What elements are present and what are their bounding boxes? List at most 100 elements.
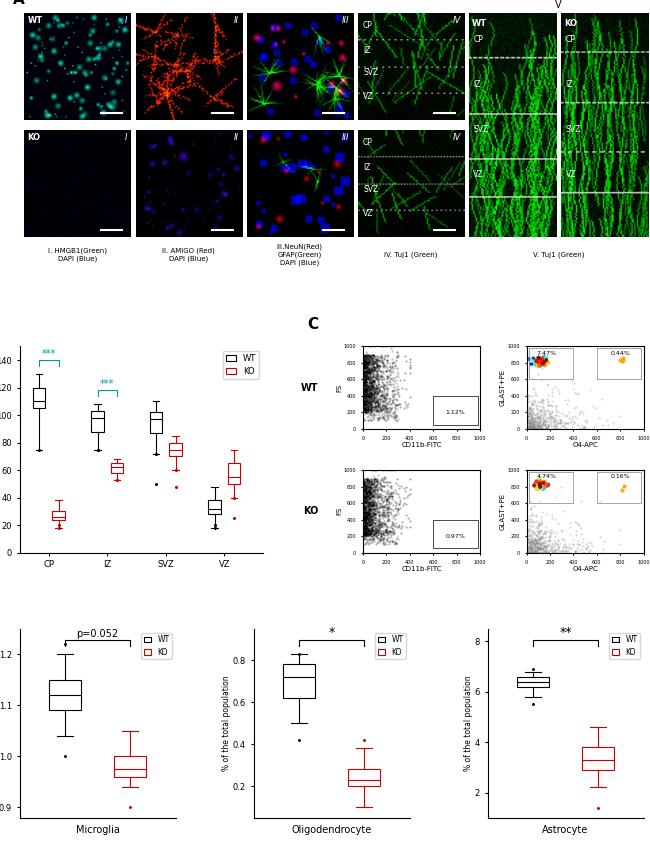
- Point: [396, 515, 407, 529]
- Point: [534, 541, 544, 555]
- Point: [359, 477, 369, 491]
- Point: [382, 475, 393, 489]
- Point: [365, 400, 375, 414]
- Point: [531, 478, 541, 491]
- Point: [361, 398, 371, 411]
- Point: [358, 408, 369, 422]
- Point: [360, 378, 370, 391]
- Point: [359, 373, 370, 386]
- Point: [364, 377, 374, 390]
- Point: [367, 498, 378, 512]
- Point: [374, 358, 385, 372]
- Point: [552, 538, 562, 551]
- Point: [367, 494, 378, 507]
- Point: [382, 353, 392, 367]
- Point: [368, 505, 378, 518]
- Point: [358, 518, 369, 531]
- Point: [371, 387, 382, 400]
- Point: [359, 501, 369, 514]
- Point: [376, 483, 386, 497]
- Point: [393, 348, 404, 362]
- Point: [370, 384, 381, 398]
- Point: [376, 529, 386, 542]
- Point: [369, 412, 380, 426]
- Point: [370, 490, 380, 503]
- Point: [359, 513, 369, 527]
- Point: [369, 504, 379, 518]
- Point: [582, 545, 593, 559]
- Point: [372, 359, 383, 373]
- Point: [369, 484, 379, 497]
- Point: [368, 483, 378, 497]
- Point: [399, 373, 410, 387]
- Point: [359, 381, 370, 395]
- Point: [369, 350, 379, 363]
- Point: [381, 464, 391, 477]
- Point: [361, 355, 371, 368]
- Point: [366, 401, 376, 415]
- Point: [526, 415, 537, 428]
- Point: [365, 522, 376, 535]
- Point: [359, 524, 369, 538]
- Point: [365, 367, 375, 380]
- Point: [525, 402, 535, 416]
- Point: [365, 503, 375, 517]
- Point: [368, 464, 378, 477]
- Point: [360, 520, 370, 534]
- Point: [527, 398, 538, 411]
- Point: [372, 395, 382, 408]
- Point: [387, 521, 397, 534]
- Point: [372, 358, 382, 372]
- Point: [358, 351, 369, 364]
- Point: [359, 402, 369, 416]
- Point: [229, 512, 239, 525]
- Point: [361, 360, 371, 373]
- Point: [378, 358, 389, 372]
- Point: [541, 544, 551, 557]
- Point: [370, 405, 381, 418]
- Point: [358, 479, 369, 492]
- Point: [361, 383, 372, 396]
- X-axis label: Microglia: Microglia: [75, 825, 120, 835]
- Point: [534, 472, 545, 486]
- Point: [534, 534, 544, 547]
- Point: [361, 389, 371, 403]
- Point: [541, 545, 551, 559]
- Point: [529, 541, 539, 555]
- Point: [526, 532, 536, 545]
- Point: [547, 508, 557, 522]
- Point: [361, 511, 372, 524]
- Point: [378, 507, 388, 520]
- Point: [369, 363, 380, 377]
- Point: [369, 474, 380, 487]
- Point: [367, 524, 377, 537]
- Point: [404, 356, 415, 369]
- Point: [376, 340, 387, 353]
- Point: [372, 364, 382, 378]
- Point: [376, 373, 387, 387]
- Point: [151, 447, 161, 460]
- Point: [399, 401, 410, 415]
- Point: [382, 501, 392, 514]
- Point: [365, 502, 376, 516]
- Point: [526, 416, 537, 429]
- Point: [358, 481, 369, 494]
- Point: [382, 369, 393, 383]
- Point: [363, 367, 373, 380]
- Point: [359, 395, 370, 409]
- Point: [361, 533, 372, 546]
- Point: [369, 472, 380, 486]
- Point: [369, 516, 380, 529]
- Point: [521, 524, 532, 537]
- Point: [361, 396, 371, 410]
- Point: [358, 362, 369, 375]
- Point: [359, 384, 369, 397]
- Point: [364, 489, 374, 502]
- Point: [558, 541, 569, 555]
- Point: [384, 537, 395, 550]
- Point: [387, 395, 398, 408]
- Point: [369, 492, 379, 506]
- Point: [391, 373, 401, 387]
- Point: [526, 405, 537, 419]
- Point: [361, 527, 372, 540]
